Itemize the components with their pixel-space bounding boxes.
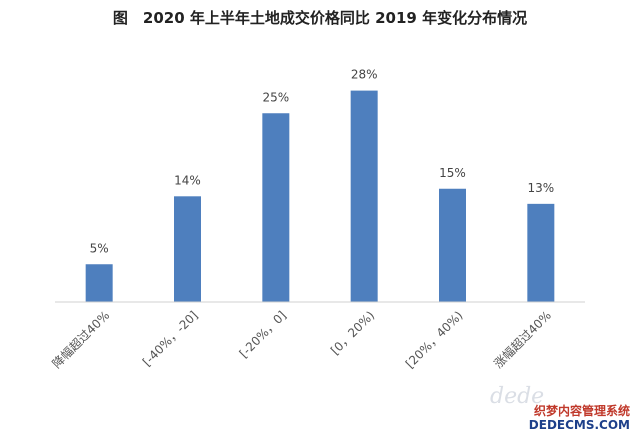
bar-5 <box>527 203 555 302</box>
data-label-3: 28% <box>351 68 378 82</box>
x-tick-label-0: 降幅超过40% <box>49 308 112 371</box>
x-tick-label-2: [-20%，0] <box>237 308 289 360</box>
x-tick-labels-group: 降幅超过40% [-40%，-20] [-20%，0] [0，20%) [20%，40%… <box>49 308 554 371</box>
watermark-script: dede <box>490 384 545 409</box>
x-tick-label-1: [-40%，-20] <box>140 308 201 369</box>
data-label-5: 13% <box>527 181 554 195</box>
bar-0 <box>85 264 113 302</box>
bars-group <box>85 90 555 302</box>
watermark-line2: DEDECMS.COM <box>528 418 630 432</box>
bar-1 <box>174 196 201 302</box>
x-tick-label-5: 涨幅超过40% <box>491 308 554 371</box>
x-tick-label-4: [20%，40%) <box>403 308 466 371</box>
data-label-2: 25% <box>262 90 289 104</box>
data-label-1: 14% <box>174 173 201 187</box>
data-label-0: 5% <box>90 241 109 255</box>
data-label-4: 15% <box>439 166 466 180</box>
chart-title: 图 2020 年上半年土地成交价格同比 2019 年变化分布情况 <box>112 9 528 27</box>
watermark-line1: 织梦内容管理系统 <box>533 404 630 418</box>
x-tick-label-3: [0，20%) <box>328 308 377 357</box>
data-labels-group: 5% 14% 25% 28% 15% 13% <box>90 68 555 256</box>
bar-4 <box>439 188 466 302</box>
bar-3 <box>350 90 378 302</box>
bar-2 <box>262 113 290 302</box>
